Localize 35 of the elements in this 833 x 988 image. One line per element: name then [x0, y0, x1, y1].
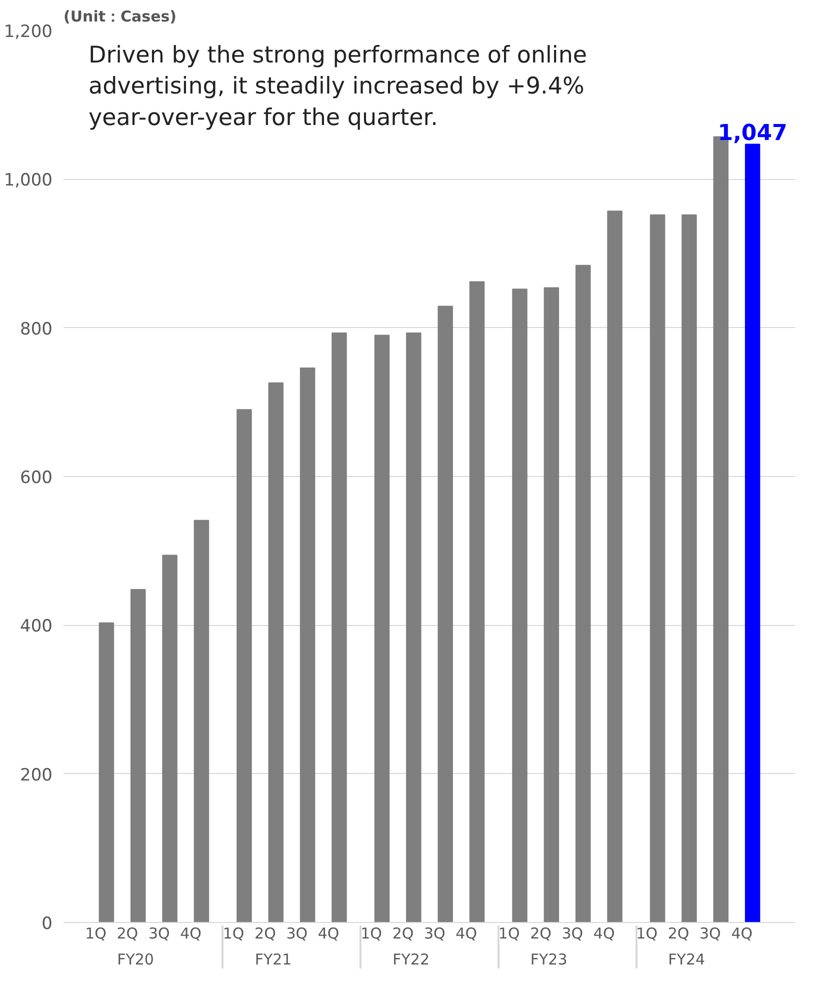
chart-title: (Unit：Cases): [64, 8, 177, 26]
x-tick-label: 1Q: [636, 924, 658, 942]
text: FY23: [530, 950, 568, 968]
y-tick-label: 1,200: [4, 22, 53, 42]
x-tick-label: 2Q: [116, 924, 138, 942]
annotation: Driven by the strong performance of online advertising, it steadily increased by +9.4% year-over-year for the quarter.: [88, 42, 588, 131]
y-tick-label: 400: [20, 616, 53, 637]
x-tick-label: 1Q: [360, 924, 382, 942]
x-tick-label: 4Q: [593, 924, 615, 942]
x-tick-label: 2Q: [530, 924, 552, 942]
x-tick-label: 4Q: [318, 924, 340, 942]
text: FY24: [668, 950, 706, 968]
x-tick-label: 4Q: [456, 924, 478, 942]
x-tick-label: 2Q: [392, 924, 414, 942]
x-tick-label: 2Q: [668, 924, 690, 942]
text: FY20: [117, 950, 154, 968]
x-tick-label: 1Q: [498, 924, 520, 942]
y-tick-label: 800: [20, 319, 53, 340]
x-tick-label: 4Q: [731, 924, 753, 942]
x-tick-label: 3Q: [424, 924, 446, 942]
x-tick-label: 1Q: [222, 924, 244, 942]
y-tick-label: 600: [20, 468, 53, 488]
text: FY21: [254, 950, 292, 968]
y-tick-label: 0: [42, 914, 53, 934]
x-tick-label: 1Q: [85, 924, 106, 942]
x-tick-label: 2Q: [254, 924, 276, 942]
x-tick-label: 3Q: [286, 924, 308, 942]
x-tick-label: 3Q: [562, 924, 584, 942]
text: FY22: [392, 950, 430, 968]
data-label: 1,047: [718, 121, 788, 146]
x-tick-label: 3Q: [148, 924, 170, 942]
x-tick-label: 3Q: [700, 924, 721, 942]
y-tick-label: 1,000: [4, 170, 53, 191]
y-tick-label: 200: [20, 765, 53, 786]
x-tick-label: 4Q: [180, 924, 202, 942]
